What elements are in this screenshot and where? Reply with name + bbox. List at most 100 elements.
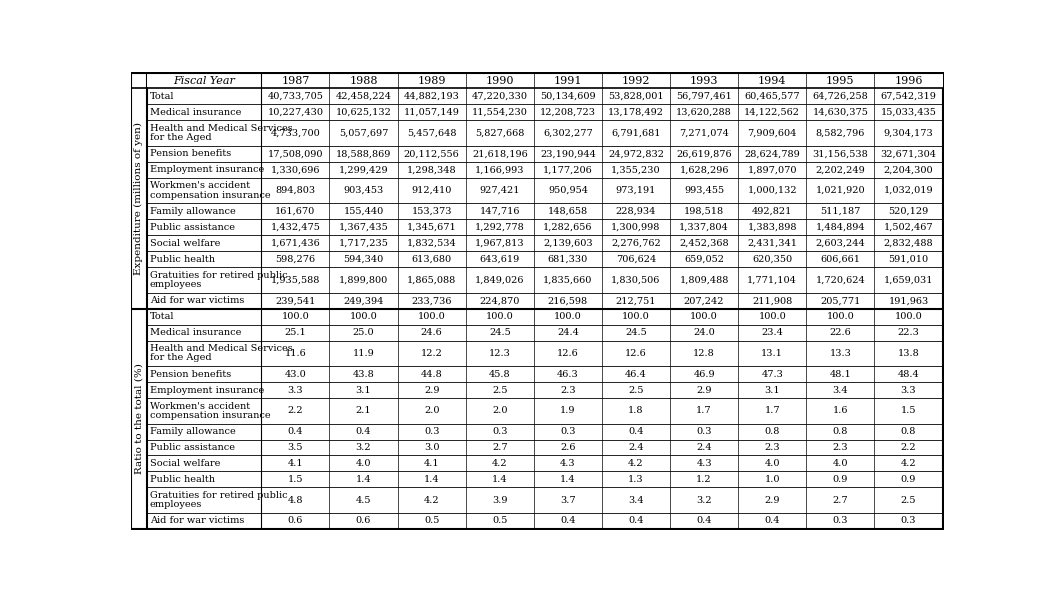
Text: Public assistance: Public assistance: [150, 223, 235, 232]
Text: 32,671,304: 32,671,304: [880, 150, 937, 159]
Text: 2.7: 2.7: [833, 496, 849, 505]
Text: 1,021,920: 1,021,920: [815, 186, 865, 195]
Text: 1,367,435: 1,367,435: [339, 223, 388, 232]
Text: 0.3: 0.3: [560, 427, 576, 436]
Text: 643,619: 643,619: [479, 254, 520, 263]
Text: 4.5: 4.5: [356, 496, 371, 505]
Text: 0.4: 0.4: [560, 517, 576, 526]
Text: Workmen's accident: Workmen's accident: [150, 402, 250, 411]
Text: Medical insurance: Medical insurance: [150, 108, 241, 117]
Text: 520,129: 520,129: [889, 207, 928, 216]
Text: 26,619,876: 26,619,876: [677, 150, 732, 159]
Text: 228,934: 228,934: [616, 207, 657, 216]
Text: 100.0: 100.0: [758, 312, 786, 321]
Text: 0.3: 0.3: [424, 427, 440, 436]
Text: 24.4: 24.4: [557, 328, 579, 337]
Text: 2.5: 2.5: [628, 386, 644, 395]
Text: 12.3: 12.3: [489, 349, 511, 358]
Text: 5,457,648: 5,457,648: [407, 129, 456, 138]
Text: 1,502,467: 1,502,467: [883, 223, 934, 232]
Text: 67,542,319: 67,542,319: [880, 92, 937, 101]
Text: 2.7: 2.7: [492, 443, 508, 452]
Text: 47.3: 47.3: [762, 370, 784, 378]
Text: 43.0: 43.0: [284, 370, 306, 378]
Text: 3.7: 3.7: [560, 496, 576, 505]
Text: 2.4: 2.4: [697, 443, 712, 452]
Text: 2.3: 2.3: [765, 443, 780, 452]
Text: 17,508,090: 17,508,090: [267, 150, 323, 159]
Text: 64,726,258: 64,726,258: [813, 92, 869, 101]
Text: 1,299,429: 1,299,429: [339, 165, 388, 174]
Text: 1992: 1992: [622, 76, 650, 86]
Text: 1,432,475: 1,432,475: [271, 223, 320, 232]
Text: 23.4: 23.4: [762, 328, 784, 337]
Text: 1,000,132: 1,000,132: [748, 186, 797, 195]
Text: 2,139,603: 2,139,603: [543, 239, 593, 248]
Text: 12,208,723: 12,208,723: [540, 108, 596, 117]
Text: 5,827,668: 5,827,668: [475, 129, 524, 138]
Text: 4.8: 4.8: [287, 496, 303, 505]
Text: 13.3: 13.3: [830, 349, 852, 358]
Text: 3.9: 3.9: [492, 496, 508, 505]
Text: 2.4: 2.4: [628, 443, 644, 452]
Text: 28,624,789: 28,624,789: [745, 150, 800, 159]
Text: 10,227,430: 10,227,430: [267, 108, 323, 117]
Bar: [147, 73, 943, 88]
Text: 1,967,813: 1,967,813: [475, 239, 524, 248]
Text: 5,057,697: 5,057,697: [339, 129, 388, 138]
Text: 0.4: 0.4: [356, 427, 371, 436]
Text: 45.8: 45.8: [489, 370, 511, 378]
Text: compensation insurance: compensation insurance: [150, 411, 271, 420]
Text: 3.1: 3.1: [765, 386, 780, 395]
Text: 11.9: 11.9: [352, 349, 374, 358]
Text: 7,909,604: 7,909,604: [748, 129, 797, 138]
Text: 22.6: 22.6: [830, 328, 851, 337]
Text: 4.2: 4.2: [492, 459, 508, 468]
Text: 1,355,230: 1,355,230: [612, 165, 661, 174]
Text: 2.2: 2.2: [901, 443, 916, 452]
Text: 44,882,193: 44,882,193: [404, 92, 459, 101]
Text: 43.8: 43.8: [352, 370, 374, 378]
Text: 3.1: 3.1: [356, 386, 371, 395]
Text: 14,630,375: 14,630,375: [812, 108, 869, 117]
Text: 1.8: 1.8: [628, 406, 644, 415]
Text: 25.1: 25.1: [284, 328, 306, 337]
Text: employees: employees: [150, 280, 202, 289]
Text: 492,821: 492,821: [752, 207, 792, 216]
Text: 1990: 1990: [486, 76, 514, 86]
Text: 1,300,998: 1,300,998: [612, 223, 661, 232]
Text: 620,350: 620,350: [752, 254, 792, 263]
Text: Aid for war victims: Aid for war victims: [150, 517, 244, 526]
Text: 1.4: 1.4: [356, 475, 371, 484]
Text: 0.9: 0.9: [833, 475, 848, 484]
Text: 46.4: 46.4: [625, 370, 647, 378]
Text: Public assistance: Public assistance: [150, 443, 235, 452]
Text: Gratuities for retired public: Gratuities for retired public: [150, 491, 287, 500]
Text: 207,242: 207,242: [684, 296, 725, 305]
Text: for the Aged: for the Aged: [150, 134, 211, 142]
Text: 153,373: 153,373: [411, 207, 452, 216]
Text: 706,624: 706,624: [616, 254, 656, 263]
Text: 0.5: 0.5: [424, 517, 440, 526]
Text: 239,541: 239,541: [275, 296, 316, 305]
Text: 0.9: 0.9: [901, 475, 916, 484]
Text: 1,832,534: 1,832,534: [407, 239, 456, 248]
Text: 2,276,762: 2,276,762: [612, 239, 661, 248]
Text: compensation insurance: compensation insurance: [150, 191, 271, 200]
Text: Expenditure (millions of yen): Expenditure (millions of yen): [134, 122, 144, 275]
Text: 4.2: 4.2: [901, 459, 916, 468]
Text: 1,337,804: 1,337,804: [680, 223, 729, 232]
Text: 1.5: 1.5: [901, 406, 916, 415]
Text: 950,954: 950,954: [548, 186, 587, 195]
Text: 3.2: 3.2: [356, 443, 371, 452]
Text: 2.5: 2.5: [492, 386, 508, 395]
Text: 4.2: 4.2: [424, 496, 440, 505]
Text: Fiscal Year: Fiscal Year: [173, 76, 235, 86]
Text: 2.0: 2.0: [424, 406, 440, 415]
Text: 894,803: 894,803: [275, 186, 316, 195]
Text: 20,112,556: 20,112,556: [404, 150, 459, 159]
Text: 216,598: 216,598: [548, 296, 587, 305]
Text: 1,865,088: 1,865,088: [407, 275, 456, 284]
Text: 1,032,019: 1,032,019: [883, 186, 934, 195]
Text: 1991: 1991: [554, 76, 582, 86]
